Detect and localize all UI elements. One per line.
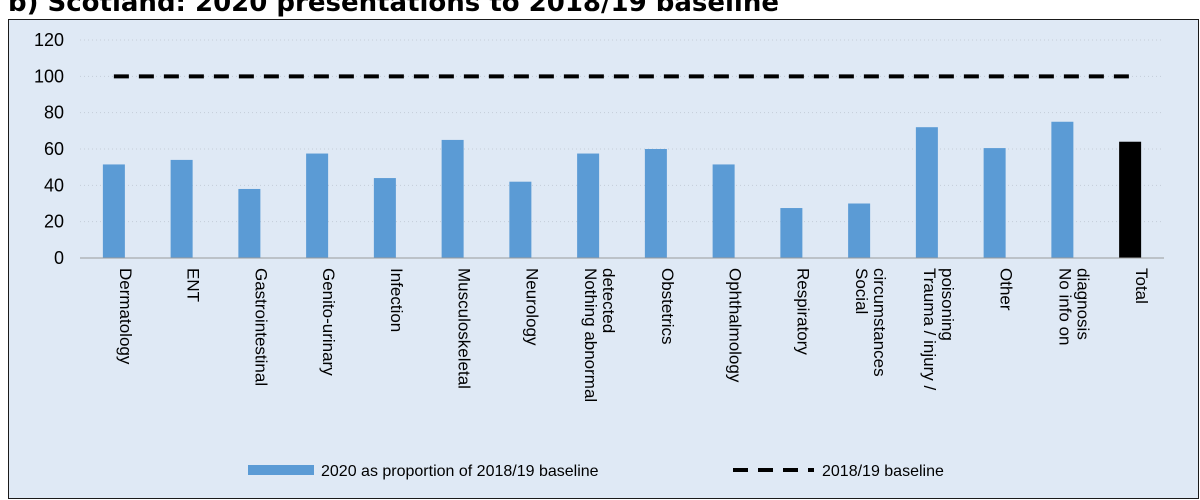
bar (306, 153, 329, 258)
y-axis-ticks: 0 20 40 60 80 100 120 (34, 30, 64, 268)
category-label: Musculoskeletal (455, 268, 474, 389)
bar (780, 208, 803, 258)
category-label: Trauma / injury / (920, 268, 939, 390)
category-label: Respiratory (793, 268, 812, 355)
bar (712, 164, 735, 258)
legend: 2020 as proportion of 2018/19 baseline 2… (248, 463, 944, 480)
category-label: Genito-urinary (319, 268, 338, 376)
category-label: ENT (184, 268, 203, 302)
category-label: Infection (387, 268, 406, 332)
legend-bar-swatch (248, 465, 314, 475)
bar (644, 149, 667, 258)
chart-title: b) Scotland: 2020 presentations to 2018/… (8, 0, 779, 18)
bar (238, 188, 261, 258)
bars (102, 121, 1142, 258)
y-tick-label: 40 (44, 175, 64, 195)
legend-bar-label: 2020 as proportion of 2018/19 baseline (321, 463, 599, 480)
category-label: Social (852, 268, 871, 314)
category-label: No info on (1055, 268, 1074, 346)
bar (441, 139, 464, 258)
bar (1051, 121, 1074, 258)
category-label: circumstances (870, 268, 889, 377)
category-label: Obstetrics (658, 268, 677, 345)
bar (1119, 141, 1142, 258)
category-label: Gastrointestinal (251, 268, 270, 386)
bar (577, 153, 600, 258)
gridlines (80, 39, 1164, 223)
bar (848, 203, 871, 258)
y-tick-label: 60 (44, 139, 64, 159)
category-label: Ophthalmology (726, 268, 745, 383)
category-label: Other (997, 268, 1016, 311)
category-labels: Dermatology ENT Gastrointestinal Genito-uri… (116, 268, 1151, 402)
category-label: poisoning (938, 268, 957, 341)
y-tick-label: 120 (34, 30, 64, 50)
bar (102, 164, 125, 258)
y-tick-label: 80 (44, 103, 64, 123)
bar (373, 178, 396, 258)
y-tick-label: 0 (54, 248, 64, 268)
legend-line-label: 2018/19 baseline (822, 463, 944, 480)
bar (983, 148, 1006, 258)
category-label: Neurology (522, 268, 541, 346)
bar (509, 181, 532, 258)
bar (915, 127, 938, 258)
bar (170, 159, 193, 258)
category-label: Nothing abnormal (581, 268, 600, 402)
chart-area (8, 19, 1199, 499)
y-tick-label: 20 (44, 212, 64, 232)
category-label: Dermatology (116, 268, 135, 365)
y-tick-label: 100 (34, 66, 64, 86)
category-label: Total (1132, 268, 1151, 304)
category-label: diagnosis (1073, 268, 1092, 340)
category-label: detected (599, 268, 618, 333)
